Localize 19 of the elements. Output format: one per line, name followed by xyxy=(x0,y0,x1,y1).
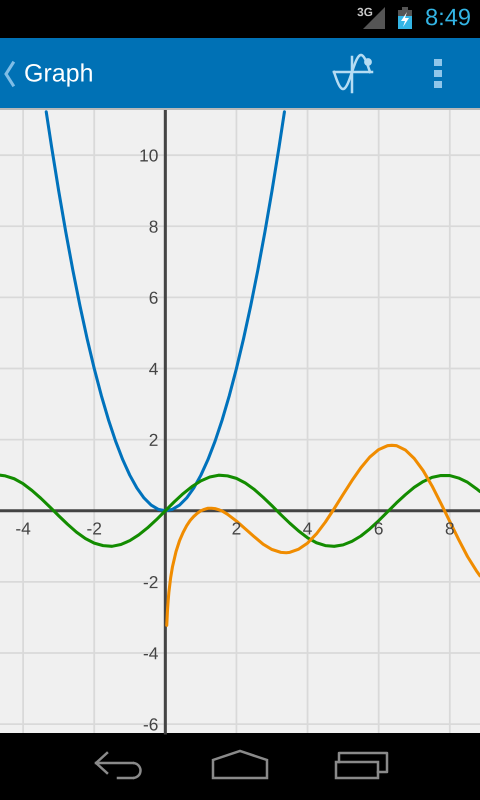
y-tick-label: -6 xyxy=(144,718,158,731)
y-tick-label: 4 xyxy=(149,362,158,375)
y-tick-label: 2 xyxy=(150,434,158,446)
y-tick-label: 10 xyxy=(140,149,158,162)
y-tick-label: -2 xyxy=(144,576,158,588)
x-tick-label: 4 xyxy=(303,522,312,534)
x-tick-label: 6 xyxy=(374,522,383,535)
line-series xyxy=(165,444,480,627)
x-tick-label: 2 xyxy=(232,522,240,534)
text: 3G xyxy=(357,8,372,16)
line-series xyxy=(44,110,286,512)
x-tick-label: -4 xyxy=(16,522,30,534)
y-tick-label: 8 xyxy=(149,220,158,233)
chart-title: Graph xyxy=(25,63,92,87)
x-tick-label: -2 xyxy=(87,522,102,534)
line-series xyxy=(0,474,480,548)
y-tick-label: 6 xyxy=(150,292,158,304)
y-tick-label: -4 xyxy=(144,647,158,660)
text: 8:49 xyxy=(426,8,470,26)
